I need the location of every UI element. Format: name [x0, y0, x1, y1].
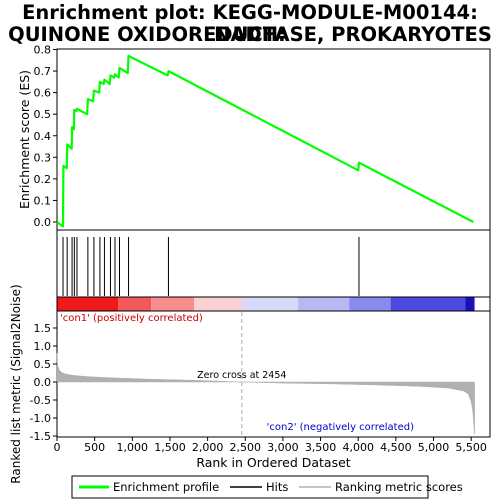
positive-correlation-label: 'con1' (positively correlated)	[60, 313, 203, 324]
es-ytick-label-3: 0.3	[34, 151, 52, 164]
legend-hits-label: Hits	[266, 480, 288, 494]
hits-panel-frame	[57, 230, 490, 297]
color-band-segment-0	[57, 297, 118, 311]
color-band-segment-5	[298, 297, 349, 311]
es-ylabel: Enrichment score (ES)	[17, 70, 32, 209]
xtick-label-4: 2,000	[192, 441, 224, 454]
zero-cross-label: Zero cross at 2454	[197, 370, 286, 381]
xlabel: Rank in Ordered Dataset	[196, 455, 350, 470]
metric-ytick-label-0: 1.5	[34, 322, 52, 335]
es-ytick-label-4: 0.4	[34, 130, 52, 143]
metric-ytick-label-1: 1.0	[34, 340, 52, 353]
metric-ytick-label-5: -1.0	[30, 412, 51, 425]
color-band-segment-6	[349, 297, 390, 311]
legend-metric-label: Ranking metric scores	[335, 480, 463, 494]
es-panel-frame	[57, 49, 490, 230]
xtick-label-9: 4,500	[380, 441, 412, 454]
color-band-segment-7	[391, 297, 466, 311]
es-ytick-label-7: 0.7	[34, 65, 52, 78]
legend-enrichment-label: Enrichment profile	[113, 480, 219, 494]
es-ytick-label-0: 0.0	[34, 216, 52, 229]
color-band-segment-1	[118, 297, 151, 311]
metric-ytick-label-2: 0.5	[34, 358, 52, 371]
metric-ylabel: Ranked list metric (Signal2Noise)	[9, 284, 23, 483]
metric-ytick-label-3: 0.0	[34, 376, 52, 389]
es-ytick-label-5: 0.5	[34, 108, 52, 121]
color-band-segment-8	[465, 297, 474, 311]
color-band-segment-2	[151, 297, 194, 311]
xtick-label-5: 2,500	[230, 441, 262, 454]
es-ytick-label-2: 0.2	[34, 173, 52, 186]
xtick-label-11: 5,500	[455, 441, 487, 454]
xtick-label-1: 500	[84, 441, 105, 454]
xtick-label-8: 4,000	[342, 441, 374, 454]
xtick-label-7: 3,500	[305, 441, 337, 454]
color-band-segment-3	[194, 297, 242, 311]
xtick-label-6: 3,000	[267, 441, 299, 454]
xtick-label-2: 1,000	[117, 441, 149, 454]
metric-ytick-label-4: -0.5	[30, 394, 51, 407]
es-ytick-label-8: 0.8	[34, 44, 52, 57]
metric-ytick-label-6: -1.5	[30, 430, 51, 443]
xtick-label-10: 5,000	[418, 441, 450, 454]
negative-correlation-label: 'con2' (negatively correlated)	[267, 422, 414, 433]
es-ytick-label-1: 0.1	[34, 194, 52, 207]
es-ytick-label-6: 0.6	[34, 87, 52, 100]
xtick-label-0: 0	[54, 441, 61, 454]
color-band-segment-4	[242, 297, 298, 311]
xtick-label-3: 1,500	[154, 441, 186, 454]
